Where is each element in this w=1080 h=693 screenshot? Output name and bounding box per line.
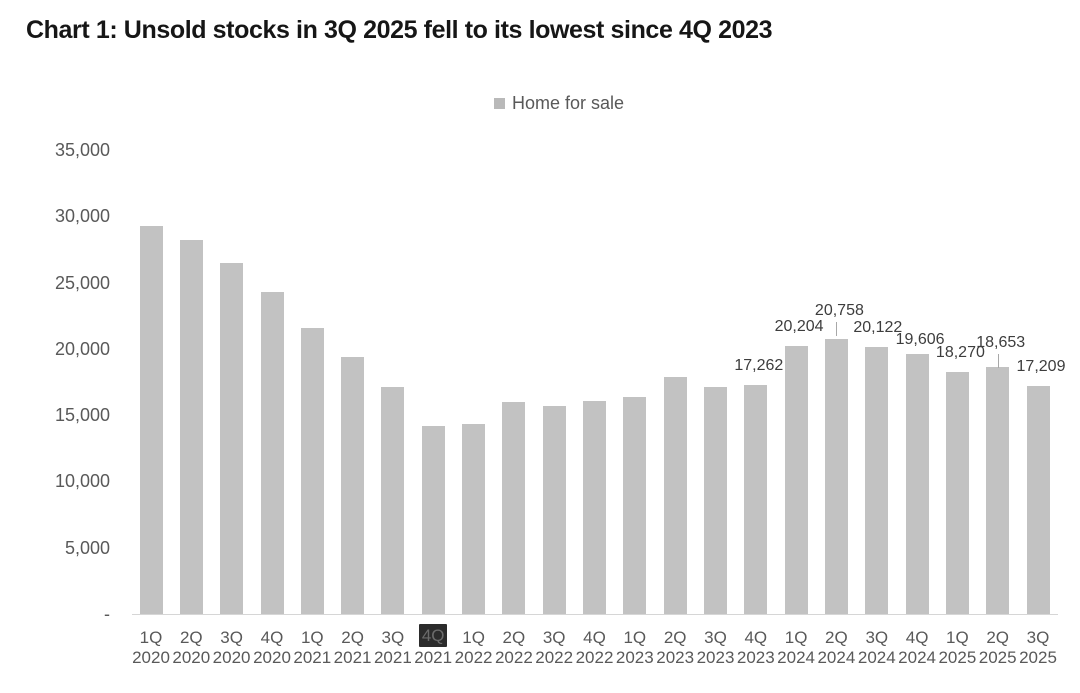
x-axis-quarter-label: 1Q [462, 628, 485, 647]
x-axis-year-label: 2025 [938, 648, 977, 667]
bar-data-label: 18,653 [976, 333, 1026, 351]
x-axis-year-label: 2023 [656, 648, 695, 667]
x-axis-year-label: 2021 [414, 648, 453, 667]
bar-4q-2024[interactable] [905, 354, 929, 614]
x-axis-quarter-label: 3Q [220, 628, 243, 647]
bar-data-label: 20,204 [774, 318, 824, 336]
bar-data-label: 20,122 [853, 319, 903, 337]
bar-2q-2020[interactable] [179, 240, 203, 614]
x-axis-quarter-label: 3Q [704, 628, 727, 647]
bar-1q-2020[interactable] [139, 225, 163, 614]
x-axis-year-label: 2020 [132, 648, 170, 667]
x-axis-year-label: 2024 [898, 648, 936, 667]
x-axis-quarter-label: 1Q [946, 628, 969, 647]
bar-2q-2023[interactable] [663, 376, 687, 614]
x-axis-year-label: 2024 [817, 648, 856, 667]
y-axis-tick-label: 30,000 [54, 206, 110, 227]
bar-data-label: 19,606 [895, 331, 945, 349]
x-axis-year-label: 2023 [696, 648, 735, 667]
bar-3q-2020[interactable] [220, 262, 244, 614]
x-axis-quarter-label: 2Q [825, 628, 848, 647]
bar-4q-2020[interactable] [260, 291, 284, 614]
x-axis-quarter-label: 4Q [260, 628, 284, 647]
legend-label: Home for sale [512, 93, 625, 113]
x-axis-quarter-label: 2Q [179, 628, 203, 647]
bar-data-label: 18,270 [935, 343, 985, 361]
bar-2q-2021[interactable] [341, 356, 365, 614]
legend[interactable]: Home for sale [494, 93, 624, 113]
y-axis-tick-label: - [104, 604, 110, 624]
bar-1q-2024[interactable] [784, 346, 808, 614]
bar-1q-2021[interactable] [300, 327, 324, 614]
x-axis-quarter-label: 3Q [865, 628, 889, 647]
bar-4q-2022[interactable] [583, 400, 606, 614]
y-axis-tick-label: 35,000 [54, 140, 110, 160]
x-axis-year-label: 2024 [857, 648, 896, 667]
x-axis-quarter-label: 3Q [542, 628, 566, 647]
x-axis-year-label: 2022 [575, 648, 614, 667]
x-axis-quarter-label: 2Q [502, 628, 526, 647]
bar-2q-2025[interactable] [986, 366, 1010, 614]
x-axis-quarter-label: 3Q [381, 628, 405, 647]
x-axis-year-label: 2020 [172, 648, 211, 667]
bar-1q-2023[interactable] [623, 396, 647, 614]
bar-2q-2024[interactable] [824, 338, 848, 614]
x-axis-quarter-label: 1Q [300, 628, 324, 647]
x-axis-year-label: 2025 [1019, 648, 1057, 667]
bar-3q-2025[interactable] [1026, 385, 1050, 614]
x-axis-year-label: 2020 [212, 648, 251, 667]
x-axis-quarter-label: 2Q [986, 628, 1010, 647]
x-axis-year-label: 2021 [373, 648, 412, 667]
x-axis-year-label: 2024 [777, 648, 815, 667]
x-axis-quarter-label: 1Q [784, 628, 808, 647]
legend-marker-icon [494, 97, 505, 109]
x-axis-quarter-label: 1Q [623, 628, 647, 647]
x-axis-quarter-label-highlighted: 4Q [419, 624, 448, 647]
bar-4q-2023[interactable] [744, 385, 768, 614]
x-axis-year-label: 2025 [978, 648, 1017, 667]
x-axis-quarter-label: 1Q [139, 628, 163, 647]
x-axis-year-label: 2020 [253, 648, 291, 667]
bar-2q-2022[interactable] [502, 401, 526, 614]
bar-data-label: 17,262 [734, 357, 784, 375]
bar-data-label: 20,758 [814, 301, 864, 319]
x-axis-year-label: 2023 [736, 648, 775, 667]
bar-3q-2023[interactable] [704, 387, 727, 614]
y-axis-tick-label: 5,000 [64, 537, 110, 558]
x-axis-quarter-label: 3Q [1026, 628, 1050, 647]
label-leader-line-icon [836, 321, 837, 336]
label-leader-line-icon [998, 353, 999, 368]
x-axis-quarter-label: 4Q [583, 628, 606, 647]
x-axis-year-label: 2023 [615, 648, 654, 667]
bar-data-label: 17,209 [1016, 357, 1066, 375]
x-axis-quarter-label: 2Q [341, 628, 364, 647]
bar-1q-2022[interactable] [462, 424, 486, 614]
y-axis-tick-label: 25,000 [54, 272, 110, 293]
bar-1q-2025[interactable] [945, 371, 969, 614]
x-axis-year-label: 2021 [293, 648, 332, 667]
x-axis-quarter-label: 4Q [744, 628, 768, 647]
y-axis-tick-label: 15,000 [54, 405, 110, 426]
x-axis-year-label: 2022 [494, 648, 533, 667]
bar-4q-2021[interactable] [421, 425, 445, 614]
x-axis-quarter-label: 2Q [663, 628, 687, 647]
bar-3q-2022[interactable] [542, 405, 566, 614]
x-axis-year-label: 2022 [535, 648, 574, 667]
x-axis-line [132, 614, 1058, 615]
y-axis-tick-label: 20,000 [54, 338, 110, 359]
y-axis-tick-label: 10,000 [54, 471, 110, 492]
chart-title: Chart 1: Unsold stocks in 3Q 2025 fell t… [26, 16, 773, 44]
x-axis-year-label: 2021 [333, 648, 372, 667]
x-axis-quarter-label: 4Q [905, 628, 929, 647]
bar-3q-2021[interactable] [381, 387, 405, 614]
x-axis-year-label: 2022 [454, 648, 493, 667]
bar-3q-2024[interactable] [865, 347, 889, 614]
